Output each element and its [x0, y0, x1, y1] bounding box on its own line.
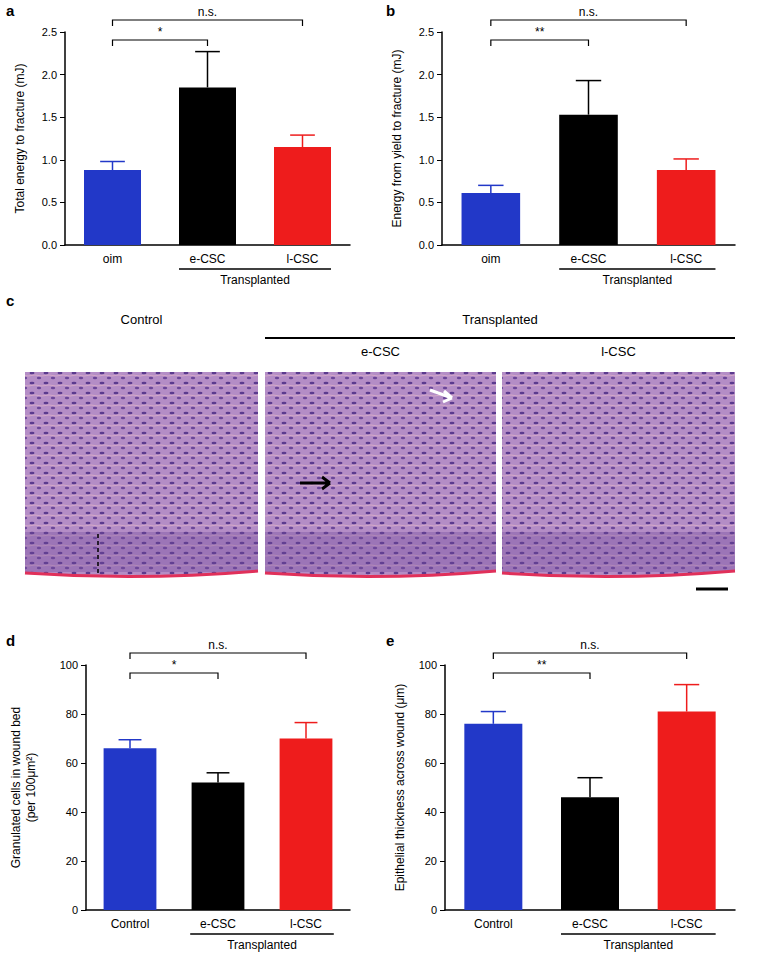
svg-text:l-CSC: l-CSC	[670, 252, 702, 266]
svg-text:Transplanted: Transplanted	[604, 938, 674, 952]
html-text:b: b	[386, 2, 396, 19]
svg-text:**: **	[535, 25, 545, 39]
svg-text:60: 60	[66, 757, 78, 769]
svg-text:oim: oim	[481, 252, 500, 266]
svg-text:e-CSC: e-CSC	[361, 344, 400, 359]
svg-text:l-CSC: l-CSC	[290, 917, 322, 931]
html-text:a: a	[6, 2, 15, 19]
svg-text:100: 100	[60, 659, 78, 671]
svg-text:**: **	[537, 658, 547, 672]
svg-text:e-CSC: e-CSC	[200, 917, 236, 931]
html-text:d: d	[6, 632, 16, 649]
svg-text:20: 20	[425, 855, 437, 867]
html-text:c: c	[6, 292, 15, 309]
svg-text:Epithelial thickness across wo: Epithelial thickness across wound (μm)	[393, 684, 407, 892]
svg-text:60: 60	[425, 757, 437, 769]
svg-text:2.0: 2.0	[419, 69, 434, 81]
svg-text:Energy from yield to fracture: Energy from yield to fracture (mJ)	[390, 49, 404, 227]
svg-text:Transplanted: Transplanted	[220, 273, 290, 287]
svg-text:n.s.: n.s.	[208, 638, 227, 652]
svg-text:Total energy to fracture (mJ): Total energy to fracture (mJ)	[13, 63, 27, 213]
svg-text:*: *	[172, 658, 177, 672]
svg-text:80: 80	[425, 708, 437, 720]
svg-text:0.0: 0.0	[42, 239, 57, 251]
svg-text:2.0: 2.0	[42, 69, 57, 81]
svg-text:0.5: 0.5	[419, 196, 434, 208]
svg-text:0.5: 0.5	[42, 196, 57, 208]
svg-text:40: 40	[425, 806, 437, 818]
svg-text:1.5: 1.5	[419, 111, 434, 123]
svg-text:Control: Control	[474, 917, 513, 931]
svg-text:Granulated cells in wound bed: Granulated cells in wound bed	[9, 707, 23, 868]
svg-text:100: 100	[419, 659, 437, 671]
svg-text:80: 80	[66, 708, 78, 720]
svg-text:20: 20	[66, 855, 78, 867]
svg-text:0.0: 0.0	[419, 239, 434, 251]
svg-text:n.s.: n.s.	[198, 5, 217, 19]
svg-text:e-CSC: e-CSC	[570, 252, 606, 266]
svg-text:n.s.: n.s.	[579, 5, 598, 19]
svg-text:2.5: 2.5	[419, 26, 434, 38]
svg-text:Control: Control	[121, 312, 163, 327]
svg-text:2.5: 2.5	[42, 26, 57, 38]
svg-text:0: 0	[72, 904, 78, 916]
svg-text:n.s.: n.s.	[580, 638, 599, 652]
svg-text:1.5: 1.5	[42, 111, 57, 123]
svg-text:(per 100μm²): (per 100μm²)	[24, 753, 38, 823]
svg-text:*: *	[158, 25, 163, 39]
svg-text:oim: oim	[103, 252, 122, 266]
svg-text:0: 0	[431, 904, 437, 916]
svg-text:1.0: 1.0	[42, 154, 57, 166]
svg-text:1.0: 1.0	[419, 154, 434, 166]
svg-text:l-CSC: l-CSC	[601, 344, 636, 359]
svg-text:Control: Control	[111, 917, 150, 931]
svg-text:e-CSC: e-CSC	[572, 917, 608, 931]
svg-text:e-CSC: e-CSC	[189, 252, 225, 266]
svg-text:l-CSC: l-CSC	[671, 917, 703, 931]
svg-text:Transplanted: Transplanted	[227, 938, 297, 952]
svg-text:40: 40	[66, 806, 78, 818]
svg-text:Transplanted: Transplanted	[603, 273, 673, 287]
svg-text:l-CSC: l-CSC	[287, 252, 319, 266]
html-text:e: e	[386, 632, 395, 649]
svg-text:Transplanted: Transplanted	[462, 312, 537, 327]
